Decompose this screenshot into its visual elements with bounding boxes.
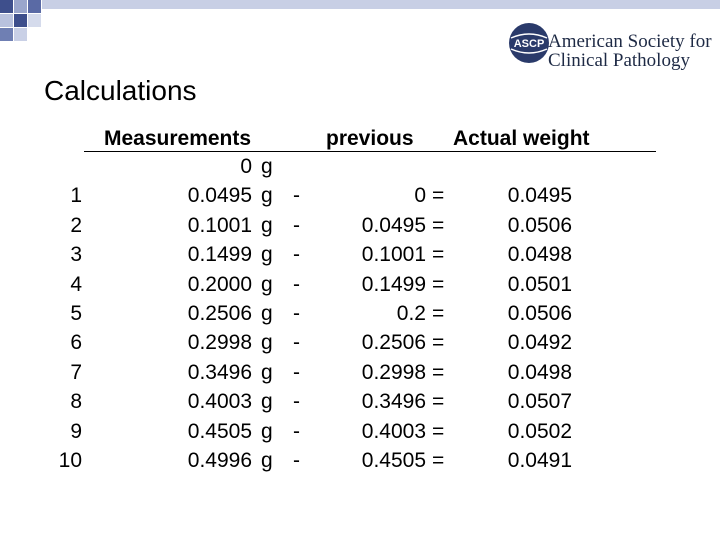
header-measurements: Measurements [104, 127, 252, 150]
minus-sign: - [293, 331, 300, 355]
previous-value: 0.2 [396, 302, 426, 325]
row-number: 10 [58, 449, 82, 472]
previous-value: 0 [414, 184, 426, 208]
minus-sign: - [293, 243, 300, 267]
measurement-value: 0.3496 [187, 360, 252, 384]
measurement-value: 0.4003 [187, 390, 252, 414]
row-number: 8 [70, 390, 82, 414]
row-number: 5 [70, 302, 82, 325]
decorative-corner-squares [0, 0, 720, 50]
equals-sign: = [432, 243, 445, 267]
actual-weight-value: 0.0491 [507, 449, 572, 472]
previous-value: 0.4505 [361, 449, 426, 472]
equals-sign: = [432, 184, 445, 208]
previous-value: 0.2506 [361, 331, 426, 355]
measurement-unit: g [261, 302, 273, 325]
measurement-value: 0.1001 [187, 213, 252, 237]
minus-sign: - [293, 419, 300, 443]
measurement-value: 0.4996 [187, 449, 252, 472]
actual-weight-value: 0.0506 [507, 302, 572, 325]
actual-weight-value: 0.0506 [507, 213, 572, 237]
row-number: 9 [70, 419, 82, 443]
previous-value: 0.4003 [361, 419, 426, 443]
minus-sign: - [293, 213, 300, 237]
equals-sign: = [432, 331, 445, 355]
measurement-unit: g [261, 331, 273, 355]
measurement-unit: g [261, 272, 273, 296]
zero-unit: g [261, 155, 273, 178]
logo-line-1: American Society for [548, 31, 712, 52]
previous-value: 0.3496 [361, 390, 426, 414]
measurement-value: 0.2506 [187, 302, 252, 325]
header-previous: previous [326, 127, 414, 150]
measurement-unit: g [261, 390, 273, 414]
measurement-value: 0.2998 [187, 331, 252, 355]
actual-weight-value: 0.0501 [507, 272, 572, 296]
measurement-value: 0.0495 [187, 184, 252, 208]
equals-sign: = [432, 419, 445, 443]
equals-sign: = [432, 272, 445, 296]
header-actual-weight: Actual weight [453, 127, 590, 150]
measurement-unit: g [261, 360, 273, 384]
actual-weight-value: 0.0495 [507, 184, 572, 208]
minus-sign: - [293, 272, 300, 296]
row-number: 7 [70, 360, 82, 384]
row-number: 6 [70, 331, 82, 355]
equals-sign: = [432, 390, 445, 414]
slide-title: Calculations [44, 75, 197, 106]
measurement-unit: g [261, 449, 273, 472]
ascp-globe-icon: ASCP [509, 23, 549, 63]
equals-sign: = [432, 213, 445, 237]
zero-measurement: 0 [240, 155, 252, 178]
actual-weight-value: 0.0498 [507, 360, 572, 384]
measurement-value: 0.2000 [187, 272, 252, 296]
actual-weight-value: 0.0507 [507, 390, 572, 414]
previous-value: 0.1001 [361, 243, 426, 267]
measurement-unit: g [261, 243, 273, 267]
measurement-unit: g [261, 419, 273, 443]
row-number: 1 [70, 184, 82, 208]
measurement-value: 0.1499 [187, 243, 252, 267]
previous-value: 0.0495 [361, 213, 426, 237]
ascp-logo: ASCP American Society for Clinical Patho… [508, 22, 713, 76]
measurement-unit: g [261, 213, 273, 237]
row-number: 2 [70, 213, 82, 237]
logo-line-2: Clinical Pathology [548, 50, 690, 71]
actual-weight-value: 0.0502 [507, 419, 572, 443]
header-rule [84, 151, 656, 152]
measurement-value: 0.4505 [187, 419, 252, 443]
measurement-unit: g [261, 184, 273, 208]
minus-sign: - [293, 449, 300, 472]
row-number: 3 [70, 243, 82, 267]
minus-sign: - [293, 184, 300, 208]
minus-sign: - [293, 390, 300, 414]
row-number: 4 [70, 272, 82, 296]
minus-sign: - [293, 360, 300, 384]
equals-sign: = [432, 360, 445, 384]
previous-value: 0.2998 [361, 360, 426, 384]
actual-weight-value: 0.0492 [507, 331, 572, 355]
previous-value: 0.1499 [361, 272, 426, 296]
equals-sign: = [432, 449, 445, 472]
minus-sign: - [293, 302, 300, 325]
logo-mark-text: ASCP [514, 38, 545, 50]
actual-weight-value: 0.0498 [507, 243, 572, 267]
equals-sign: = [432, 302, 445, 325]
